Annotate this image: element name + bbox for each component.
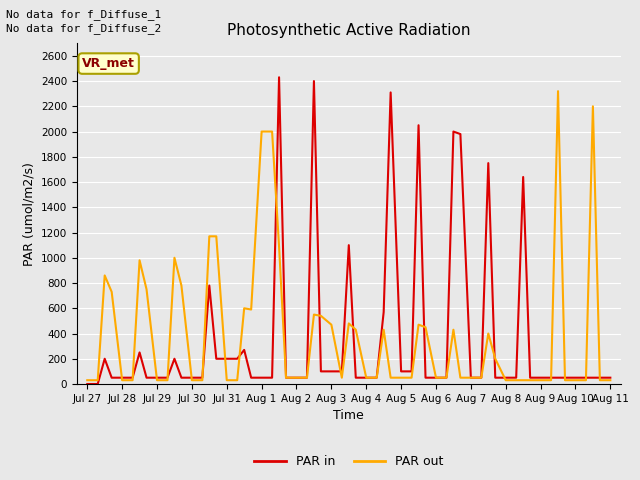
Text: No data for f_Diffuse_1: No data for f_Diffuse_1 bbox=[6, 9, 162, 20]
Text: VR_met: VR_met bbox=[82, 57, 135, 70]
Title: Photosynthetic Active Radiation: Photosynthetic Active Radiation bbox=[227, 23, 470, 38]
Y-axis label: PAR (umol/m2/s): PAR (umol/m2/s) bbox=[22, 162, 35, 265]
X-axis label: Time: Time bbox=[333, 409, 364, 422]
Text: No data for f_Diffuse_2: No data for f_Diffuse_2 bbox=[6, 23, 162, 34]
Legend: PAR in, PAR out: PAR in, PAR out bbox=[250, 450, 448, 473]
